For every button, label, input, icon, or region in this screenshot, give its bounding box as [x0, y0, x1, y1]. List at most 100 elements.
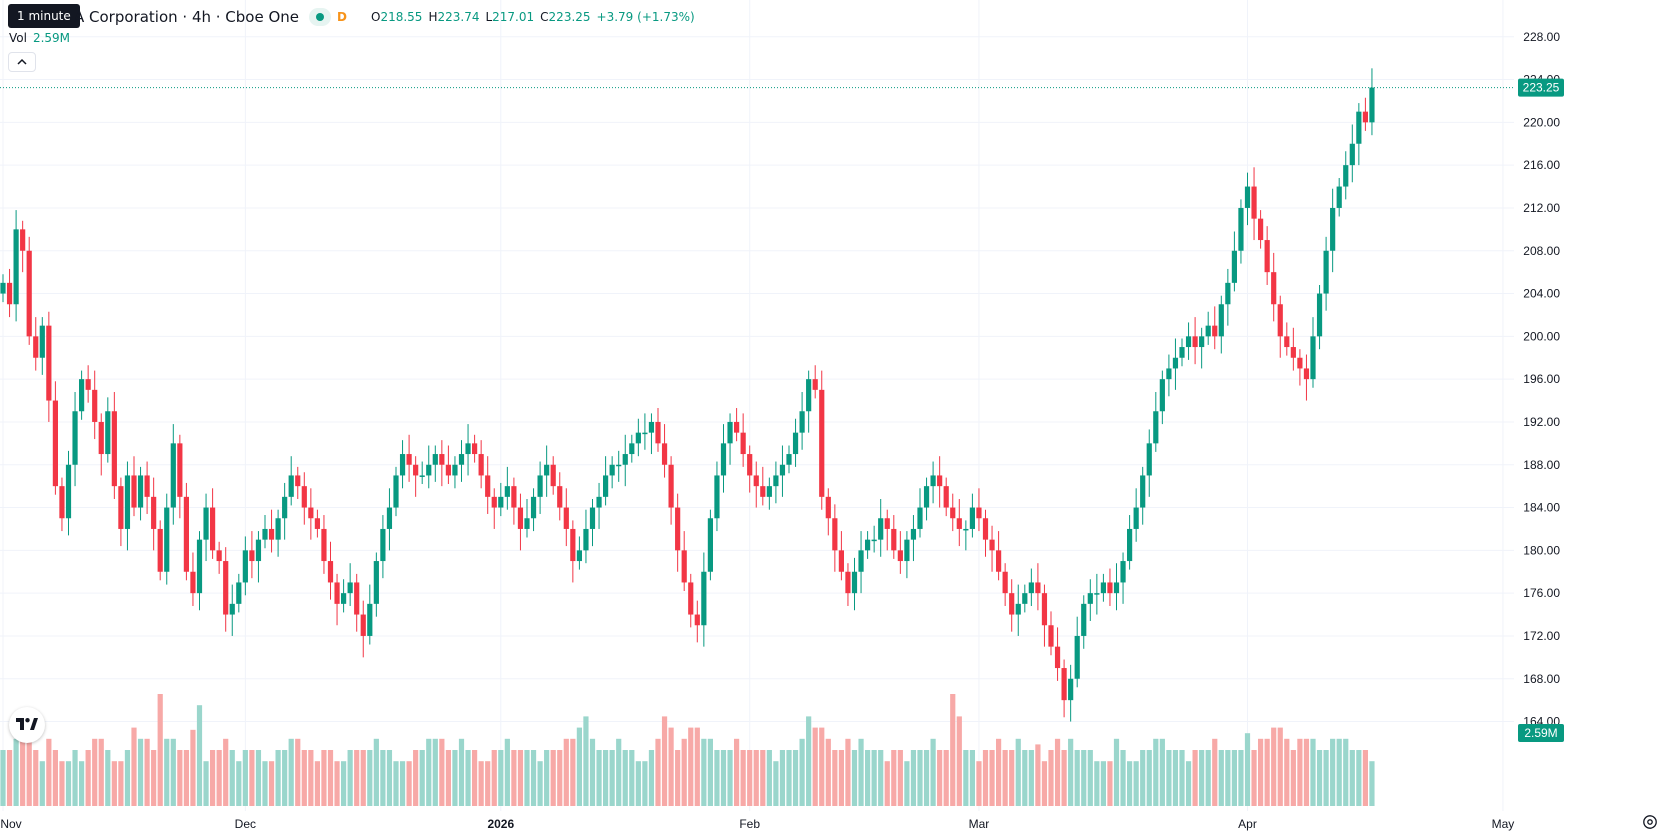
candle[interactable]: [1205, 325, 1211, 337]
candle[interactable]: [655, 421, 661, 444]
candle[interactable]: [1022, 593, 1028, 604]
candle[interactable]: [268, 528, 275, 540]
candle[interactable]: [419, 475, 425, 477]
candle[interactable]: [478, 454, 484, 476]
candle[interactable]: [517, 507, 524, 529]
candle[interactable]: [1153, 411, 1159, 444]
candle[interactable]: [46, 325, 52, 401]
candle[interactable]: [1002, 571, 1008, 594]
candle[interactable]: [341, 593, 347, 604]
candle[interactable]: [753, 475, 759, 487]
candle[interactable]: [210, 507, 216, 551]
candle[interactable]: [39, 325, 45, 358]
candle[interactable]: [557, 486, 563, 508]
market-status-icon[interactable]: [309, 8, 332, 26]
candle[interactable]: [1094, 593, 1100, 595]
candle[interactable]: [85, 379, 91, 390]
candle[interactable]: [327, 561, 334, 583]
candle[interactable]: [1113, 582, 1120, 594]
candle[interactable]: [1107, 582, 1113, 594]
candle[interactable]: [648, 421, 655, 433]
candle[interactable]: [282, 496, 288, 519]
candle[interactable]: [399, 454, 406, 476]
candle[interactable]: [996, 550, 1002, 572]
candle[interactable]: [439, 454, 445, 465]
candle[interactable]: [1349, 143, 1355, 166]
candle[interactable]: [426, 464, 432, 476]
candle[interactable]: [386, 507, 393, 529]
candle[interactable]: [1159, 379, 1165, 412]
candle[interactable]: [878, 518, 884, 540]
candle[interactable]: [1120, 561, 1126, 583]
candle[interactable]: [766, 486, 772, 497]
candle[interactable]: [1212, 325, 1218, 337]
candle[interactable]: [190, 571, 196, 594]
candle[interactable]: [242, 550, 248, 583]
candle[interactable]: [203, 507, 209, 540]
candle[interactable]: [969, 507, 975, 529]
candle[interactable]: [550, 464, 556, 487]
candle[interactable]: [1068, 678, 1074, 701]
candle[interactable]: [923, 486, 930, 508]
candle[interactable]: [799, 411, 805, 433]
candle[interactable]: [485, 475, 491, 497]
candle[interactable]: [472, 443, 478, 455]
candle[interactable]: [354, 582, 360, 615]
candle[interactable]: [851, 571, 858, 594]
candle[interactable]: [1185, 336, 1192, 348]
candle[interactable]: [609, 464, 615, 476]
candle[interactable]: [720, 443, 727, 476]
candle[interactable]: [1330, 207, 1336, 251]
candle[interactable]: [196, 539, 203, 594]
candle[interactable]: [871, 539, 877, 542]
candle[interactable]: [223, 561, 229, 615]
candle[interactable]: [1061, 668, 1067, 701]
candle[interactable]: [393, 475, 399, 508]
candle[interactable]: [524, 518, 530, 529]
candle[interactable]: [1303, 368, 1310, 380]
candle[interactable]: [734, 421, 740, 433]
candle[interactable]: [216, 550, 222, 562]
candle[interactable]: [1316, 293, 1323, 337]
candle[interactable]: [334, 582, 340, 604]
candle[interactable]: [413, 464, 419, 476]
candle[interactable]: [1297, 357, 1303, 369]
candle[interactable]: [1166, 368, 1172, 380]
candle[interactable]: [432, 454, 438, 465]
candle[interactable]: [1015, 603, 1021, 615]
candle[interactable]: [1087, 593, 1093, 604]
candle[interactable]: [406, 454, 412, 465]
candle[interactable]: [563, 507, 569, 529]
candle[interactable]: [1264, 240, 1270, 273]
candle[interactable]: [589, 507, 596, 529]
candle[interactable]: [688, 582, 694, 615]
candle[interactable]: [806, 379, 812, 412]
candle[interactable]: [694, 614, 700, 626]
candle[interactable]: [1009, 593, 1015, 615]
candle[interactable]: [1244, 186, 1251, 208]
candle[interactable]: [1290, 347, 1296, 358]
candle[interactable]: [1172, 357, 1179, 369]
candle[interactable]: [491, 496, 497, 508]
candle[interactable]: [661, 443, 668, 465]
candle[interactable]: [760, 486, 766, 497]
candle[interactable]: [1218, 304, 1224, 337]
candle[interactable]: [6, 282, 13, 305]
candle[interactable]: [1041, 593, 1048, 626]
candle[interactable]: [360, 614, 366, 636]
candle[interactable]: [79, 379, 85, 412]
candle[interactable]: [1225, 282, 1231, 305]
candle[interactable]: [976, 507, 982, 519]
candle[interactable]: [937, 475, 943, 487]
candle[interactable]: [511, 486, 517, 508]
candle[interactable]: [622, 454, 628, 465]
candle[interactable]: [930, 475, 936, 487]
candle[interactable]: [151, 496, 157, 529]
candle[interactable]: [629, 443, 635, 455]
candle[interactable]: [982, 518, 989, 540]
candle[interactable]: [897, 550, 903, 562]
candle[interactable]: [124, 475, 131, 529]
candle[interactable]: [26, 250, 32, 337]
candle[interactable]: [1231, 250, 1237, 283]
candle[interactable]: [681, 550, 687, 583]
